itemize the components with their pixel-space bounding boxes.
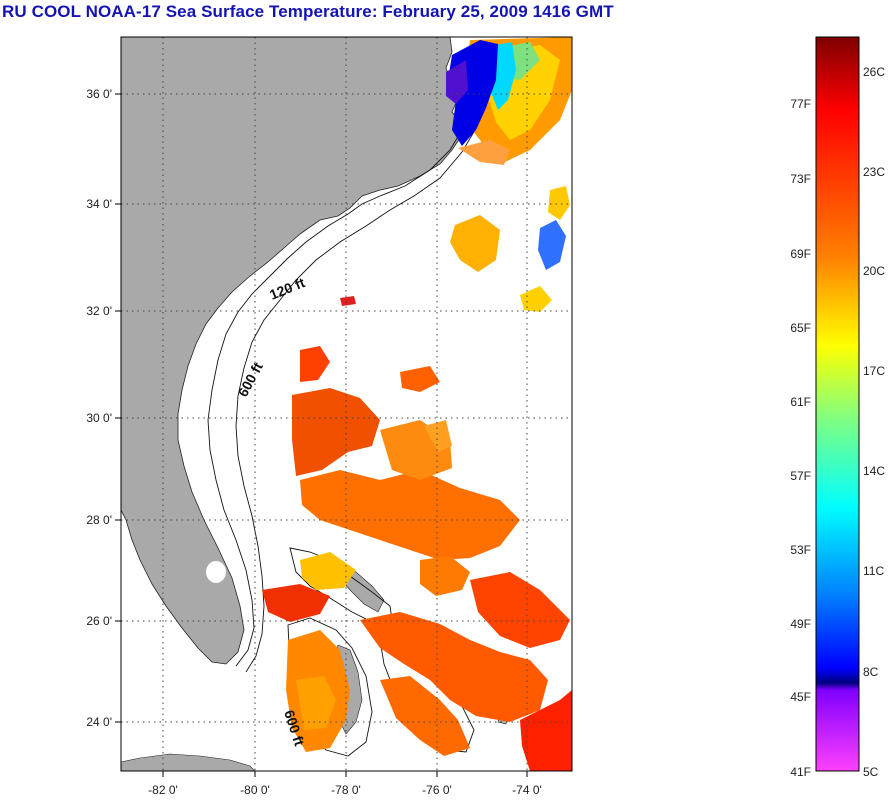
lon-tick-label: -76 0' (422, 783, 452, 797)
lat-tick-label: 24 0' (86, 715, 112, 729)
colorbar-c-label: 20C (863, 264, 885, 278)
lat-tick-label: 32 0' (86, 304, 112, 318)
colorbar-f-label: 49F (790, 617, 811, 631)
colorbar-gradient (815, 36, 860, 772)
colorbar-f-label: 41F (790, 765, 811, 779)
colorbar-f-label: 61F (790, 395, 811, 409)
lon-tick-label: -74 0' (512, 783, 542, 797)
map-tick-marks (115, 93, 528, 777)
lon-tick-label: -80 0' (240, 783, 270, 797)
lake-okeechobee (206, 561, 226, 583)
colorbar-f-label: 65F (790, 321, 811, 335)
colorbar-c-label: 26C (863, 65, 885, 79)
lat-tick-label: 36 0' (86, 87, 112, 101)
lon-tick-label: -78 0' (331, 783, 361, 797)
map-grid (121, 37, 572, 771)
colorbar-f-label: 77F (790, 97, 811, 111)
colorbar-c-label: 8C (863, 665, 879, 679)
colorbar-c-label: 17C (863, 364, 885, 378)
colorbar-f-label: 57F (790, 469, 811, 483)
colorbar-f-label: 53F (790, 543, 811, 557)
lat-tick-label: 26 0' (86, 614, 112, 628)
colorbar-c-label: 5C (863, 765, 879, 779)
sst-data-layer (262, 37, 572, 771)
lon-tick-label: -82 0' (148, 783, 178, 797)
colorbar-f-label: 69F (790, 247, 811, 261)
page-title: RU COOL NOAA-17 Sea Surface Temperature:… (2, 2, 614, 21)
colorbar-f-label: 45F (790, 690, 811, 704)
colorbar-c-label: 11C (863, 564, 884, 578)
colorbar-f-label: 73F (790, 172, 811, 186)
colorbar-c-label: 14C (863, 464, 885, 478)
lat-tick-label: 28 0' (86, 513, 112, 527)
lat-tick-label: 34 0' (86, 197, 112, 211)
colorbar-c-label: 23C (863, 165, 885, 179)
lat-tick-label: 30 0' (86, 411, 112, 425)
